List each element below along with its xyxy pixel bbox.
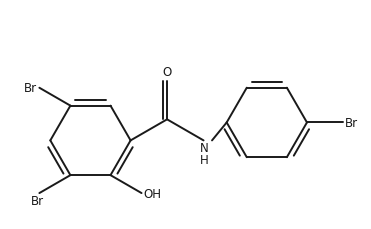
Text: Br: Br bbox=[24, 82, 37, 95]
Text: OH: OH bbox=[144, 187, 162, 200]
Text: Br: Br bbox=[31, 194, 44, 207]
Text: O: O bbox=[162, 66, 172, 79]
Text: N
H: N H bbox=[200, 142, 209, 166]
Text: Br: Br bbox=[345, 116, 358, 129]
